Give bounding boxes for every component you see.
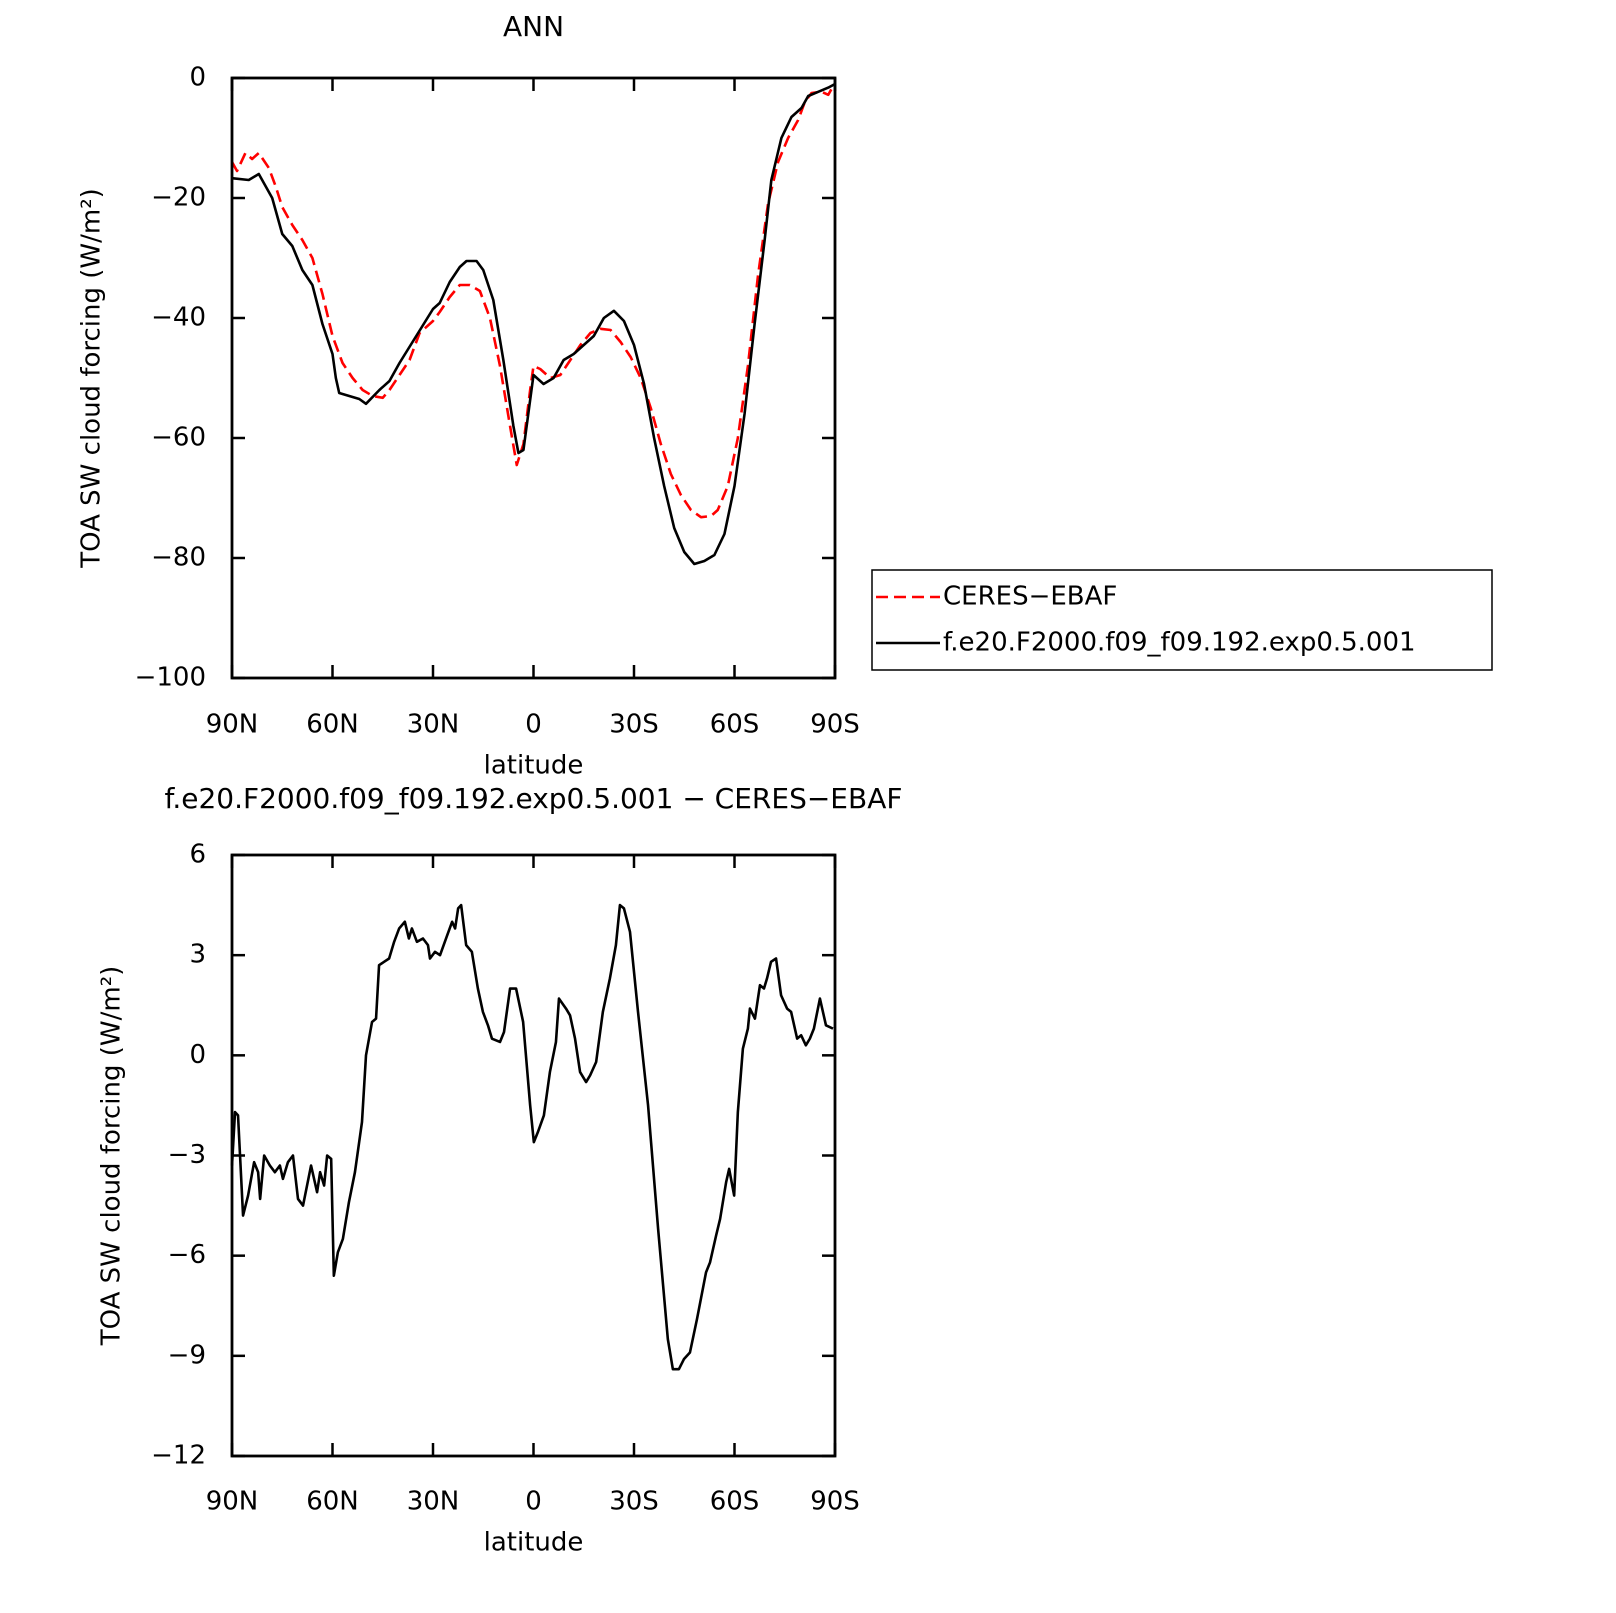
x-tick-label: 0 — [525, 1487, 542, 1517]
y-tick-label: −12 — [151, 1441, 206, 1471]
x-axis-label: latitude — [484, 1528, 584, 1558]
y-tick-label: −40 — [151, 303, 206, 333]
plot-frame — [230, 76, 837, 680]
y-axis-label: TOA SW cloud forcing (W/m²) — [97, 966, 127, 1347]
y-axis-label: TOA SW cloud forcing (W/m²) — [77, 188, 107, 569]
y-tick-label: −20 — [151, 183, 206, 213]
x-tick-label: 30S — [609, 710, 659, 740]
plot-frame — [230, 853, 837, 1458]
y-tick-label: −6 — [168, 1240, 206, 1270]
x-tick-label: 60N — [306, 710, 359, 740]
x-tick-label: 90S — [810, 1487, 860, 1517]
x-tick-label: 30N — [407, 1487, 460, 1517]
data-line — [230, 87, 836, 519]
x-tick-label: 60S — [710, 1487, 760, 1517]
legend-label: f.e20.F2000.f09_f09.192.exp0.5.001 — [943, 628, 1416, 658]
y-tick-label: 3 — [189, 940, 206, 970]
chart-title: ANN — [503, 10, 564, 43]
data-line — [231, 82, 836, 566]
x-tick-label: 60S — [710, 710, 760, 740]
y-tick-label: −3 — [168, 1140, 206, 1170]
y-tick-label: −60 — [151, 423, 206, 453]
y-tick-label: −9 — [168, 1340, 206, 1370]
y-tick-label: −100 — [135, 663, 206, 693]
legend-label: CERES−EBAF — [943, 582, 1117, 612]
legend-box — [871, 569, 1493, 671]
y-tick-label: 0 — [189, 63, 206, 93]
chart-title: f.e20.F2000.f09_f09.192.exp0.5.001 − CER… — [165, 782, 903, 815]
x-tick-label: 90N — [206, 1487, 259, 1517]
data-line — [230, 903, 834, 1371]
x-tick-label: 60N — [306, 1487, 359, 1517]
y-tick-label: 6 — [189, 840, 206, 870]
x-tick-label: 30S — [609, 1487, 659, 1517]
y-tick-label: 0 — [189, 1040, 206, 1070]
x-tick-label: 90N — [206, 710, 259, 740]
x-tick-label: 30N — [407, 710, 460, 740]
x-axis-label: latitude — [484, 751, 584, 781]
y-tick-label: −80 — [151, 543, 206, 573]
x-tick-label: 90S — [810, 710, 860, 740]
x-tick-label: 0 — [525, 710, 542, 740]
